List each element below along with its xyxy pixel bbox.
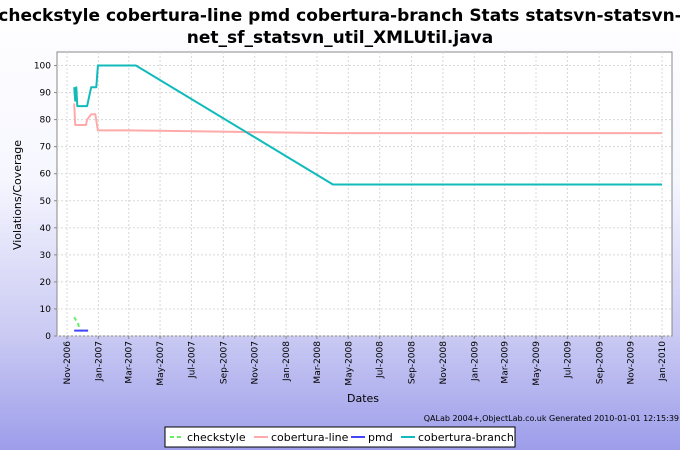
- x-tick-label: Jan-2008: [282, 341, 292, 382]
- series-line-checkstyle: [73, 316, 89, 332]
- x-tick-label: Nov-2009: [627, 341, 637, 385]
- x-tick-label: Sep-2009: [595, 341, 605, 384]
- plot-area: [56, 51, 673, 337]
- y-tick-label: 20: [40, 278, 52, 288]
- x-tick-label: Jan-2010: [658, 341, 668, 382]
- series-line-cobertura-line: [73, 103, 662, 135]
- x-tick-label: Jan-2007: [94, 341, 104, 382]
- y-tick-label: 10: [40, 305, 52, 315]
- legend-label-pmd: pmd: [368, 431, 393, 444]
- x-tick-label: Sep-2008: [408, 341, 418, 384]
- x-tick-label: May-2009: [532, 341, 542, 386]
- legend-label-checkstyle: checkstyle: [187, 431, 246, 444]
- x-tick-label: Jul-2009: [563, 341, 573, 379]
- x-tick-label: Jan-2009: [470, 341, 480, 382]
- legend-label-cobertura-branch: cobertura-branch: [418, 431, 514, 444]
- x-tick-label: Mar-2009: [501, 341, 511, 384]
- legend-box: [164, 426, 516, 448]
- legend-label-cobertura-line: cobertura-line: [271, 431, 349, 444]
- grid: [57, 52, 672, 337]
- x-tick-label: Mar-2008: [313, 341, 323, 384]
- chart-title-line-1: checkstyle cobertura-line pmd cobertura-…: [0, 6, 680, 26]
- x-tick-label: Nov-2006: [63, 341, 73, 385]
- x-tick-label: Nov-2007: [251, 341, 261, 384]
- y-tick-label: 70: [40, 143, 52, 153]
- x-tick-label: May-2008: [344, 341, 354, 386]
- y-axis-label: Violations/Coverage: [11, 140, 24, 250]
- x-tick-label: Jul-2008: [376, 341, 386, 379]
- y-tick-label: 0: [45, 332, 51, 342]
- y-tick-label: 30: [40, 251, 52, 261]
- series-group: [73, 64, 662, 332]
- x-tick-label: Nov-2008: [439, 341, 449, 385]
- x-tick-label: Jul-2007: [187, 341, 197, 379]
- y-tick-label: 100: [34, 62, 51, 72]
- x-axis-ticks: Nov-2006 Jan-2007 Mar-2007 May-2007 Jul-2007…: [63, 336, 668, 386]
- footer-credit: QALab 2004+,ObjectLab.co.uk Generated 20…: [424, 414, 679, 423]
- x-tick-label: May-2007: [156, 341, 166, 386]
- chart-title-line-2: net_sf_statsvn_util_XMLUtil.java: [187, 28, 493, 48]
- y-tick-label: 80: [40, 116, 52, 126]
- x-tick-label: Sep-2007: [219, 341, 229, 384]
- y-tick-label: 60: [40, 170, 52, 180]
- x-tick-label: Mar-2007: [125, 341, 135, 384]
- y-tick-label: 90: [40, 89, 52, 99]
- legend: checkstyle cobertura-line pmd cobertura-…: [164, 426, 516, 448]
- x-axis-label: Dates: [347, 392, 379, 405]
- y-axis-ticks: 0 10 20 30 40 50 60 70 80 90 100: [34, 62, 57, 342]
- series-line-cobertura-branch: [73, 64, 662, 186]
- y-tick-label: 40: [40, 224, 52, 234]
- y-tick-label: 50: [40, 197, 52, 207]
